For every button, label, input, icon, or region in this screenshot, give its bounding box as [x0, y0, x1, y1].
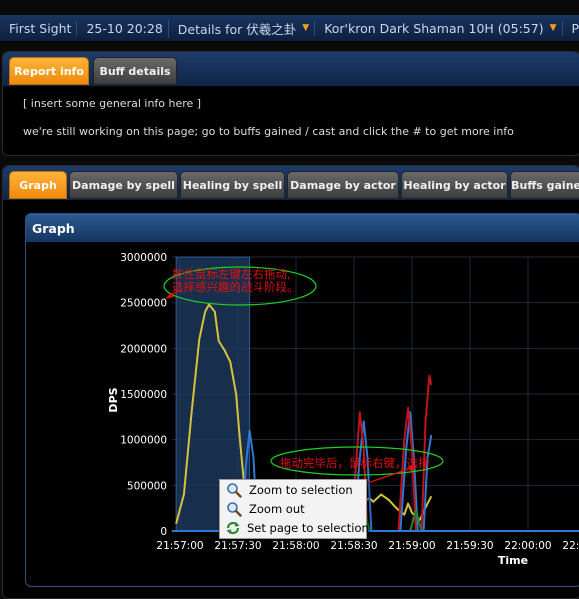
- context-menu: Zoom to selection Zoom out Set page to s…: [219, 479, 367, 539]
- menu-zoom-to-selection[interactable]: Zoom to selection: [220, 480, 366, 499]
- menu-zoom-out[interactable]: Zoom out: [220, 499, 366, 518]
- x-tick-label: 21:59:30: [446, 540, 493, 552]
- y-tick-label: 0: [160, 526, 167, 538]
- x-tick-label: 21:58:30: [330, 540, 377, 552]
- x-tick-label: 22:00:00: [504, 540, 551, 552]
- menu-item-label: Set page to selection: [247, 521, 369, 535]
- magnifier-icon: [225, 482, 243, 498]
- y-tick-label: 500000: [127, 480, 167, 492]
- menu-item-label: Zoom to selection: [249, 483, 353, 497]
- annotation-rightclick-hint: 拖动完毕后，鼠标右键，选择: [280, 455, 430, 471]
- x-tick-label: 21:58:00: [272, 540, 319, 552]
- y-tick-label: 1500000: [120, 389, 167, 401]
- menu-set-page-to-selection[interactable]: Set page to selection: [220, 518, 366, 537]
- y-tick-label: 2500000: [120, 298, 167, 310]
- x-tick-label: 21:57:30: [214, 540, 261, 552]
- x-tick-label: 22:00:30: [562, 540, 579, 552]
- magnifier-icon: [225, 501, 243, 517]
- refresh-arrows-icon: [225, 520, 241, 536]
- annotation-drag-hint: 按住鼠标左键左右拖动, 选择感兴趣的战斗阶段。: [172, 268, 312, 294]
- y-tick-label: 1000000: [120, 435, 167, 447]
- x-tick-label: 21:57:00: [156, 540, 203, 552]
- y-tick-label: 2000000: [120, 343, 167, 355]
- x-axis-title: Time: [498, 554, 528, 567]
- menu-item-label: Zoom out: [249, 502, 305, 516]
- y-axis-title: DPS: [107, 387, 120, 412]
- x-tick-label: 21:59:00: [388, 540, 435, 552]
- y-tick-label: 3000000: [120, 252, 167, 264]
